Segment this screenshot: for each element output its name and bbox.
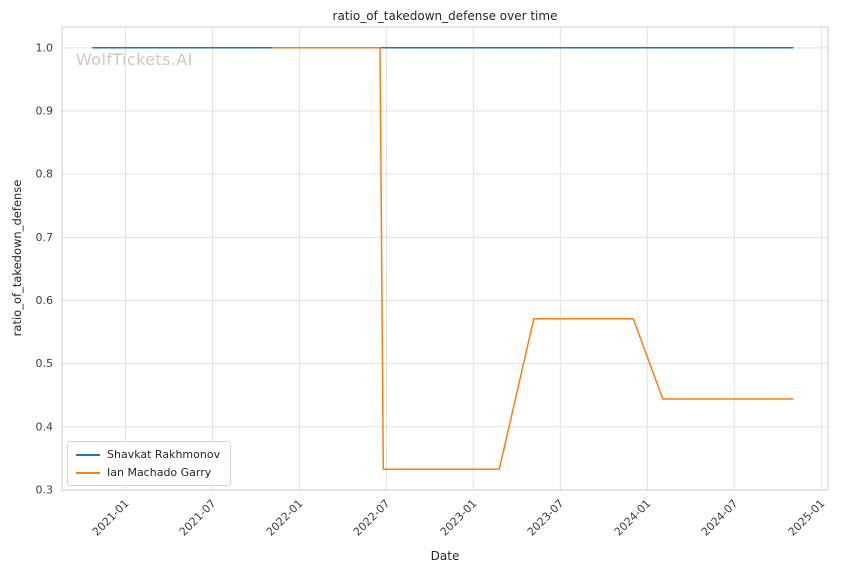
x-tick-label: 2021-01: [90, 497, 132, 539]
series-line-1: [272, 47, 794, 470]
chart-title: ratio_of_takedown_defense over time: [332, 9, 558, 23]
plot-border: [61, 26, 829, 491]
legend-label: Shavkat Rakhmonov: [107, 448, 221, 461]
legend-line-swatch-orange: [76, 471, 100, 474]
y-tick-label: 0.8: [36, 168, 54, 181]
y-tick-label: 0.3: [36, 484, 54, 497]
x-tick-label: 2022-01: [264, 497, 306, 539]
legend-item-ian-machado-garry: Ian Machado Garry: [76, 466, 220, 479]
y-tick-label: 1.0: [36, 41, 54, 54]
legend-line-swatch-blue: [76, 453, 100, 456]
x-tick-label: 2023-01: [438, 497, 480, 539]
y-tick-label: 0.6: [36, 294, 54, 307]
x-axis-label: Date: [430, 549, 460, 563]
plot-background: [62, 27, 828, 490]
y-tick-label: 0.7: [36, 231, 54, 244]
x-tick-label: 2024-07: [699, 497, 741, 539]
legend: Shavkat Rakhmonov Ian Machado Garry: [67, 441, 232, 486]
x-tick-label: 2023-07: [525, 497, 567, 539]
x-tick-label: 2025-01: [786, 497, 828, 539]
watermark: WolfTickets.AI: [76, 50, 193, 69]
legend-item-shavkat-rakhmonov: Shavkat Rakhmonov: [76, 448, 220, 461]
x-tick-label: 2021-07: [177, 497, 219, 539]
y-axis-label: ratio_of_takedown_defense: [10, 179, 24, 337]
x-tick-label: 2024-01: [612, 497, 654, 539]
x-tick-label: 2022-07: [351, 497, 393, 539]
legend-label: Ian Machado Garry: [107, 466, 212, 479]
y-tick-label: 0.5: [36, 357, 54, 370]
y-tick-label: 0.9: [36, 105, 54, 118]
y-tick-label: 0.4: [36, 420, 54, 433]
